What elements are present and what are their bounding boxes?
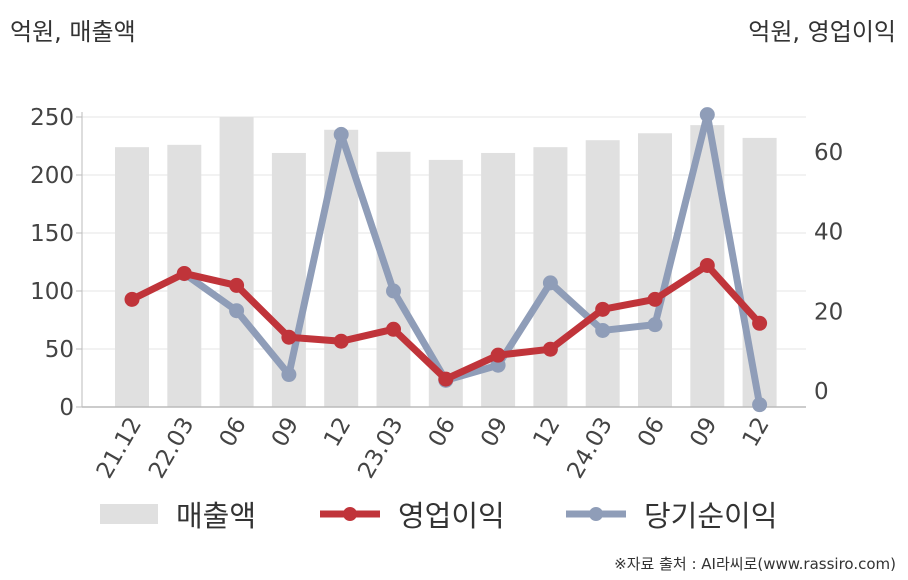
x-axis-tick-label: 12	[528, 413, 565, 451]
legend-item-revenue: 매출액	[100, 490, 256, 538]
legend-item-net-income: 당기순이익	[564, 490, 777, 538]
operating-profit-point	[438, 371, 454, 387]
left-axis-tick-label: 0	[59, 395, 74, 421]
operating-profit-point	[490, 347, 506, 363]
x-axis-tick-label: 21.12	[92, 413, 147, 483]
right-axis-tick-label: 0	[814, 379, 829, 405]
operating-profit-point	[595, 301, 611, 317]
legend-swatch-operating-profit	[320, 507, 380, 521]
operating-profit-point	[229, 277, 245, 293]
legend: 매출액 영업이익 당기순이익	[0, 490, 908, 540]
operating-profit-point	[699, 257, 715, 273]
right-axis-unit-label: 억원, 영업이익	[748, 18, 896, 46]
net-income-point	[595, 322, 611, 338]
right-axis-tick-label: 40	[814, 220, 843, 246]
left-axis-unit-label: 억원, 매출액	[10, 18, 136, 46]
net-income-point	[386, 283, 401, 299]
revenue-bar	[585, 140, 620, 407]
operating-profit-point	[752, 315, 768, 331]
revenue-bar	[376, 151, 411, 407]
x-axis-tick-label: 06	[215, 413, 252, 451]
right-axis-tick-label: 20	[814, 299, 843, 325]
x-axis-tick-label: 06	[633, 413, 670, 451]
operating-profit-point	[124, 291, 140, 307]
x-axis-tick-label: 09	[267, 413, 304, 451]
net-income-point	[542, 275, 558, 291]
x-axis-tick-label: 23.03	[353, 413, 408, 483]
net-income-point	[229, 303, 245, 319]
left-axis-tick-label: 250	[30, 105, 74, 131]
x-axis-tick-label: 24.03	[562, 413, 617, 483]
x-axis-tick-label: 09	[476, 413, 513, 451]
x-axis-tick-label: 06	[424, 413, 461, 451]
net-income-point	[647, 317, 663, 333]
operating-profit-point	[542, 341, 558, 357]
legend-label-net-income: 당기순이익	[644, 499, 778, 533]
operating-profit-point	[176, 265, 192, 281]
source-note: ※자료 출처 : AI라씨로(www.rassiro.com)	[614, 555, 896, 573]
operating-profit-point	[333, 333, 349, 349]
operating-profit-point	[386, 321, 401, 337]
net-income-line	[180, 111, 764, 409]
left-axis-tick-label: 50	[45, 337, 74, 363]
x-axis-tick-label: 22.03	[144, 413, 199, 483]
revenue-bar	[742, 137, 777, 407]
legend-label-revenue: 매출액	[176, 499, 257, 533]
operating-profit-point	[281, 329, 297, 345]
revenue-bar	[115, 147, 149, 407]
legend-label-operating-profit: 영업이익	[398, 499, 505, 533]
net-income-point	[752, 397, 768, 413]
legend-swatch-net-income	[566, 507, 626, 521]
legend-item-operating-profit: 영업이익	[318, 490, 505, 538]
left-axis-tick-label: 100	[30, 279, 74, 305]
x-axis-tick-label: 12	[319, 413, 356, 451]
revenue-bar	[219, 117, 254, 407]
right-axis-tick-label: 60	[814, 140, 843, 166]
left-axis-tick-label: 150	[30, 221, 74, 247]
net-income-point	[333, 126, 349, 142]
net-income-point	[281, 367, 297, 383]
x-axis-tick-label: 09	[685, 413, 722, 451]
left-axis-tick-label: 200	[30, 163, 74, 189]
x-axis-tick-label: 12	[738, 413, 775, 451]
net-income-point	[699, 107, 715, 123]
legend-swatch-revenue	[100, 504, 158, 524]
operating-profit-point	[647, 291, 663, 307]
